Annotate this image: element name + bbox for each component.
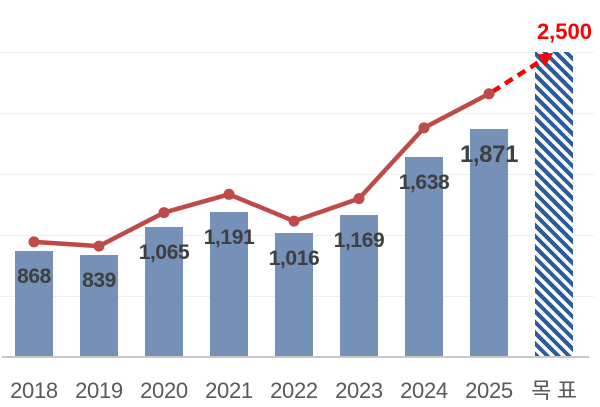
bar-2023: [340, 214, 378, 357]
gridline-2000: [0, 112, 594, 114]
trend-point: [353, 193, 365, 205]
x-axis-label-2023: 2023: [335, 378, 383, 403]
bar-value-label: 1,871: [459, 141, 519, 169]
trend-point: [158, 207, 170, 219]
x-axis-label-2021: 2021: [205, 378, 253, 403]
bar-2019: [80, 254, 118, 357]
bar-value-label: 1,191: [203, 225, 255, 249]
trend-line-markers: [28, 88, 495, 252]
bar-2021: [210, 211, 248, 357]
bar-value-label: 868: [17, 265, 51, 289]
bar-value-label: 1,638: [398, 171, 450, 195]
trend-point: [288, 215, 300, 227]
bar-2018: [15, 251, 53, 357]
bar-2024: [405, 157, 443, 357]
trend-point: [483, 88, 495, 100]
trend-point: [28, 236, 40, 248]
x-axis-label-2020: 2020: [140, 378, 188, 403]
bar-value-label: 1,016: [268, 247, 320, 271]
gridline-2500: [0, 51, 594, 53]
trend-point: [418, 122, 430, 134]
target-bar: [535, 52, 573, 357]
bar-2020: [145, 227, 183, 357]
trend-point: [93, 240, 105, 252]
trend-point: [223, 188, 235, 200]
x-axis-label-2022: 2022: [270, 378, 318, 403]
projection-arrow: [491, 52, 554, 94]
gridline-1500: [0, 173, 594, 175]
x-axis-label-2019: 2019: [75, 378, 123, 403]
x-axis-label-2025: 2025: [465, 378, 513, 403]
x-axis-label-target: 목 표: [531, 378, 577, 403]
bar-2022: [275, 233, 313, 357]
trend-line: [31, 91, 492, 249]
bar-value-label: 1,169: [333, 228, 385, 252]
x-axis-label-2018: 2018: [10, 378, 58, 403]
target-value-label: 2,500: [536, 19, 592, 44]
x-axis-label-2024: 2024: [400, 378, 448, 403]
bar-value-label: 839: [82, 268, 116, 292]
bar-value-label: 1,065: [138, 241, 190, 265]
bar-2025: [470, 129, 508, 357]
x-axis-line: [2, 356, 589, 358]
